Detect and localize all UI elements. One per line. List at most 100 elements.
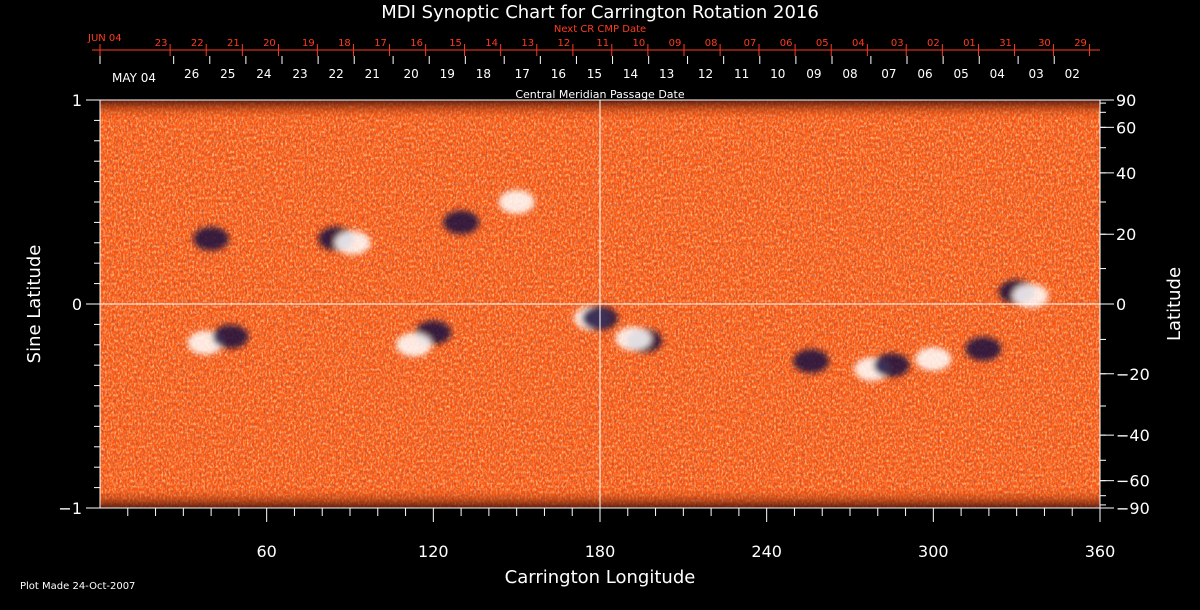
next-cr-date-label: 08 [705, 38, 718, 49]
cmp-date-label: 07 [881, 67, 896, 81]
active-region-negative [793, 349, 830, 374]
cmp-axis-label: Central Meridian Passage Date [515, 88, 684, 101]
next-cr-date-label: 03 [891, 38, 904, 49]
chart-title: MDI Synoptic Chart for Carrington Rotati… [381, 2, 819, 23]
cmp-date-label: 25 [220, 67, 235, 81]
next-cr-date-label: 31 [999, 38, 1012, 49]
next-cr-date-label: 02 [927, 38, 940, 49]
y-axis-ticks [86, 99, 100, 509]
lat-tick-label: 90 [1116, 91, 1136, 110]
cmp-date-label: 15 [587, 67, 602, 81]
active-region-negative [873, 353, 910, 378]
cmp-ticks [99, 56, 1055, 64]
active-regions [187, 190, 1049, 382]
lat-tick-label: −40 [1116, 426, 1150, 445]
next-cr-date-label: 05 [816, 38, 829, 49]
y2-axis-title: Latitude [1164, 267, 1185, 341]
next-cr-date-label: 10 [633, 38, 646, 49]
cmp-date-label: 09 [806, 67, 821, 81]
cmp-date-label: 02 [1065, 67, 1080, 81]
lat-tick-label: −90 [1116, 499, 1150, 518]
cmp-date-label: 05 [953, 67, 968, 81]
next-cr-date-label: 07 [744, 38, 757, 49]
active-region-negative [212, 324, 249, 349]
next-cr-date-label: 13 [521, 38, 534, 49]
active-region-negative [965, 336, 1002, 361]
active-region-positive [334, 230, 371, 255]
cmp-date-label: 13 [659, 67, 674, 81]
lat-tick-label: 20 [1116, 225, 1136, 244]
cmp-date-label: 12 [698, 67, 713, 81]
next-cr-date-label: 21 [227, 38, 240, 49]
y-axis-title: Sine Latitude [24, 245, 45, 364]
next-cr-date-label: 18 [338, 38, 351, 49]
next-cr-date-label: 12 [558, 38, 571, 49]
cmp-date-label: 26 [184, 67, 199, 81]
cmp-date-label: 16 [551, 67, 566, 81]
active-region-positive [395, 332, 432, 357]
lat-tick-label: 0 [1116, 295, 1126, 314]
active-region-positive [1012, 283, 1049, 308]
next-cr-date-label: 15 [449, 38, 462, 49]
cmp-first-label: MAY 04 [112, 71, 156, 85]
cmp-date-label: 23 [292, 67, 307, 81]
next-cr-axis-label: Next CR CMP Date [554, 24, 646, 35]
next-cr-date-label: 17 [374, 38, 387, 49]
y-tick-label: 1 [72, 91, 82, 110]
x-tick-label: 300 [918, 542, 949, 561]
y-tick-label: −1 [58, 499, 82, 518]
cmp-date-label: 14 [623, 67, 638, 81]
next-cr-ticks [92, 44, 1100, 56]
next-cr-labels: 23 22 21 20 19 18 17 16 15 14 13 12 11 10 09 08 07 06 05 04… [155, 38, 1087, 49]
next-cr-first-label: JUN 04 [87, 33, 122, 44]
lat-tick-label: 40 [1116, 164, 1136, 183]
next-cr-date-label: 01 [963, 38, 976, 49]
x-axis-ticks [127, 508, 1101, 522]
active-region-positive [498, 190, 535, 214]
cmp-date-label: 22 [328, 67, 343, 81]
lat-tick-label: −60 [1116, 472, 1150, 491]
x-tick-label: 120 [418, 542, 449, 561]
y-axis-labels: 1 0 −1 [58, 91, 82, 518]
next-cr-date-label: 09 [669, 38, 682, 49]
x-axis-labels: 60 120 180 240 300 360 [256, 542, 1115, 561]
x-axis-title: Carrington Longitude [505, 567, 696, 588]
next-cr-date-label: 16 [410, 38, 423, 49]
lat-tick-label: −20 [1116, 365, 1150, 384]
x-tick-label: 180 [585, 542, 616, 561]
cmp-date-label: 11 [734, 67, 749, 81]
cmp-date-label: 06 [917, 67, 932, 81]
x-tick-label: 240 [751, 542, 782, 561]
active-region-negative [443, 210, 480, 235]
next-cr-date-label: 04 [852, 38, 865, 49]
cmp-date-label: 08 [842, 67, 857, 81]
cmp-date-label: 03 [1028, 67, 1043, 81]
latitude-ticks [1100, 99, 1114, 509]
cmp-date-label: 21 [365, 67, 380, 81]
next-cr-date-label: 30 [1038, 38, 1051, 49]
cmp-date-label: 18 [476, 67, 491, 81]
y-tick-label: 0 [72, 295, 82, 314]
cmp-date-label: 24 [256, 67, 271, 81]
cmp-labels: 26 25 24 23 22 21 20 19 18 17 16 15 14 13 12 11 10 09 08 07… [184, 67, 1080, 81]
next-cr-date-label: 20 [263, 38, 276, 49]
next-cr-date-label: 29 [1074, 38, 1087, 49]
next-cr-date-label: 22 [191, 38, 204, 49]
next-cr-date-label: 11 [596, 38, 609, 49]
lat-tick-label: 60 [1116, 118, 1136, 137]
active-region-positive [915, 347, 952, 372]
active-region-negative [193, 226, 230, 251]
cmp-date-label: 20 [403, 67, 418, 81]
x-tick-label: 360 [1085, 542, 1116, 561]
latitude-labels: 90 60 40 20 0 −20 −40 −60 −90 [1116, 91, 1150, 518]
next-cr-date-label: 23 [155, 38, 168, 49]
next-cr-date-label: 06 [780, 38, 793, 49]
cmp-date-label: 10 [770, 67, 785, 81]
next-cr-date-label: 14 [485, 38, 498, 49]
plot-made-label: Plot Made 24-Oct-2007 [20, 581, 135, 592]
active-region-positive [615, 326, 652, 351]
cmp-date-label: 17 [515, 67, 530, 81]
x-tick-label: 60 [256, 542, 276, 561]
